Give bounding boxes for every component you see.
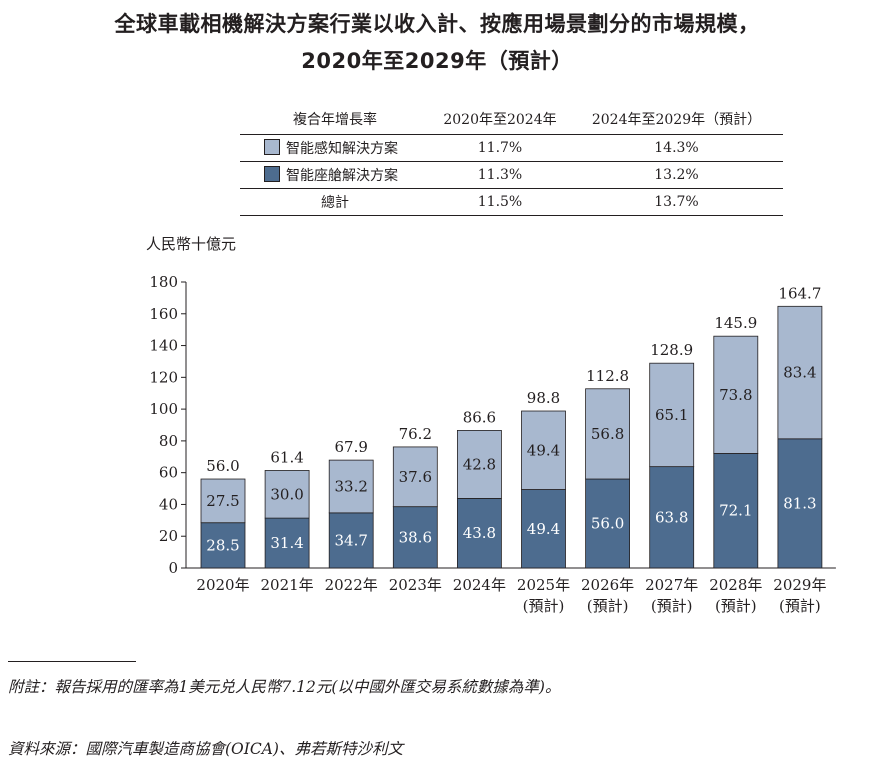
legend-swatch-cockpit <box>264 166 280 182</box>
x-tick-label: 2028年 <box>709 576 762 594</box>
x-tick-label: 2027年 <box>645 576 698 594</box>
y-tick-label: 40 <box>159 495 178 513</box>
cagr-value: 13.7% <box>654 194 699 210</box>
footnote-divider <box>8 661 136 662</box>
bar-total-label: 145.9 <box>714 314 757 332</box>
x-tick-label: (預計) <box>587 597 629 615</box>
bar-value-label-perception: 27.5 <box>206 492 239 510</box>
bar-value-label-perception: 73.8 <box>719 386 752 404</box>
cagr-row-label: 智能座艙解決方案 <box>286 168 398 184</box>
bar-value-label-cockpit: 63.8 <box>655 508 688 526</box>
cagr-value: 14.3% <box>654 140 699 156</box>
cagr-value: 11.3% <box>477 167 523 183</box>
cagr-row-label: 智能感知解決方案 <box>286 141 398 157</box>
bar-segment-perception <box>713 335 759 454</box>
cagr-value: 13.2% <box>654 167 699 183</box>
bar-segment-perception <box>456 430 502 499</box>
cagr-header-period2: 2024年至2029年（預計） <box>591 112 762 128</box>
y-tick-label: 120 <box>149 368 178 386</box>
footnote: 附註：報告採用的匯率為1美元兑人民幣7.12元(以中國外匯交易系統數據為準)。 <box>8 678 561 696</box>
bar-value-label-cockpit: 72.1 <box>719 502 752 520</box>
bar-value-label-perception: 49.4 <box>527 441 560 459</box>
y-tick-label: 80 <box>159 432 178 450</box>
legend-swatch-perception <box>264 139 280 155</box>
bar-value-label-cockpit: 38.6 <box>399 528 432 546</box>
bar-total-label: 67.9 <box>334 438 367 456</box>
x-tick-label: 2022年 <box>325 576 378 594</box>
bar-segment-perception <box>392 446 438 508</box>
cagr-value: 11.5% <box>477 194 523 210</box>
bar-segment-perception <box>264 470 310 519</box>
bar-value-label-cockpit: 43.8 <box>463 524 496 542</box>
bar-segment-cockpit <box>264 517 310 569</box>
y-tick-label: 140 <box>149 337 178 355</box>
bar-total-label: 128.9 <box>650 341 693 359</box>
y-tick-label: 160 <box>149 305 178 323</box>
bar-value-label-cockpit: 34.7 <box>334 531 367 549</box>
y-tick-label: 180 <box>149 273 178 291</box>
cagr-value: 11.7% <box>477 140 523 156</box>
x-tick-label: 2026年 <box>581 576 634 594</box>
cagr-row-cockpit: 智能座艙解決方案 11.3% 13.2% <box>240 162 783 189</box>
bar-segment-cockpit <box>200 522 246 569</box>
bar-value-label-cockpit: 28.5 <box>206 536 239 554</box>
chart-title-line1: 全球車載相機解決方案行業以收入計、按應用場景劃分的市場規模， <box>114 12 760 36</box>
bar-value-label-perception: 65.1 <box>655 406 688 424</box>
x-tick-label: (預計) <box>523 597 565 615</box>
x-tick-label: 2025年 <box>517 576 570 594</box>
bar-value-label-cockpit: 56.0 <box>591 515 624 533</box>
x-tick-label: 2029年 <box>773 576 826 594</box>
cagr-table: 複合年增長率 2020年至2024年 2024年至2029年（預計） 智能感知解… <box>240 104 783 216</box>
bar-total-label: 86.6 <box>463 408 496 426</box>
bar-total-label: 56.0 <box>206 457 239 475</box>
y-axis-label: 人民幣十億元 <box>146 235 237 253</box>
bar-value-label-perception: 42.8 <box>463 455 496 473</box>
y-tick-label: 0 <box>168 559 178 577</box>
bar-segment-perception <box>200 478 246 524</box>
x-tick-label: (預計) <box>651 597 693 615</box>
bar-total-label: 164.7 <box>778 284 821 302</box>
bar-value-label-perception: 33.2 <box>334 477 367 495</box>
cagr-header-period1: 2020年至2024年 <box>443 112 557 128</box>
bar-total-label: 98.8 <box>527 389 560 407</box>
bar-segment-cockpit <box>585 478 630 569</box>
bar-segment-cockpit <box>649 466 695 569</box>
cagr-row-total: 總計 11.5% 13.7% <box>240 189 783 216</box>
x-tick-label: 2024年 <box>453 576 506 594</box>
bar-segment-cockpit <box>777 438 823 569</box>
bar-value-label-cockpit: 31.4 <box>270 534 303 552</box>
bar-value-label-perception: 83.4 <box>783 364 816 382</box>
bar-value-label-perception: 30.0 <box>270 485 303 503</box>
bar-value-label-perception: 37.6 <box>399 468 432 486</box>
bar-value-label-perception: 56.8 <box>591 425 624 443</box>
y-tick-label: 20 <box>159 527 178 545</box>
x-tick-label: 2023年 <box>389 576 442 594</box>
x-tick-label: (預計) <box>779 597 821 615</box>
y-tick-label: 100 <box>149 400 178 418</box>
bar-segment-perception <box>328 459 374 514</box>
bar-segment-cockpit <box>713 453 759 569</box>
bar-segment-cockpit <box>456 498 502 569</box>
x-tick-label: 2020年 <box>196 576 249 594</box>
y-tick-label: 60 <box>159 464 178 482</box>
bar-segment-perception <box>585 388 630 480</box>
bar-segment-perception <box>521 410 566 490</box>
chart-title-line2: 2020年至2029年（預計） <box>301 49 573 73</box>
x-tick-label: (預計) <box>715 597 757 615</box>
cagr-header-label: 複合年增長率 <box>293 112 377 128</box>
bar-total-label: 76.2 <box>399 425 432 443</box>
stacked-bar-chart: 0 20 40 60 80 100 120 140 160 180 28.5 27.5 56.0 2020… <box>149 273 836 615</box>
bar-value-label-cockpit: 81.3 <box>783 494 816 512</box>
bar-segment-perception <box>649 362 695 468</box>
cagr-row-perception: 智能感知解決方案 11.7% 14.3% <box>240 135 783 162</box>
bar-total-label: 61.4 <box>270 448 303 466</box>
x-tick-label: 2021年 <box>261 576 314 594</box>
cagr-row-label: 總計 <box>321 195 349 211</box>
bar-segment-cockpit <box>521 489 566 569</box>
source-note: 資料來源：國際汽車製造商協會(OICA)、弗若斯特沙利文 <box>8 740 403 758</box>
bar-value-label-cockpit: 49.4 <box>527 520 560 538</box>
bar-total-label: 112.8 <box>586 367 629 385</box>
bar-segment-perception <box>777 305 823 440</box>
cagr-header-row: 複合年增長率 2020年至2024年 2024年至2029年（預計） <box>240 104 783 135</box>
